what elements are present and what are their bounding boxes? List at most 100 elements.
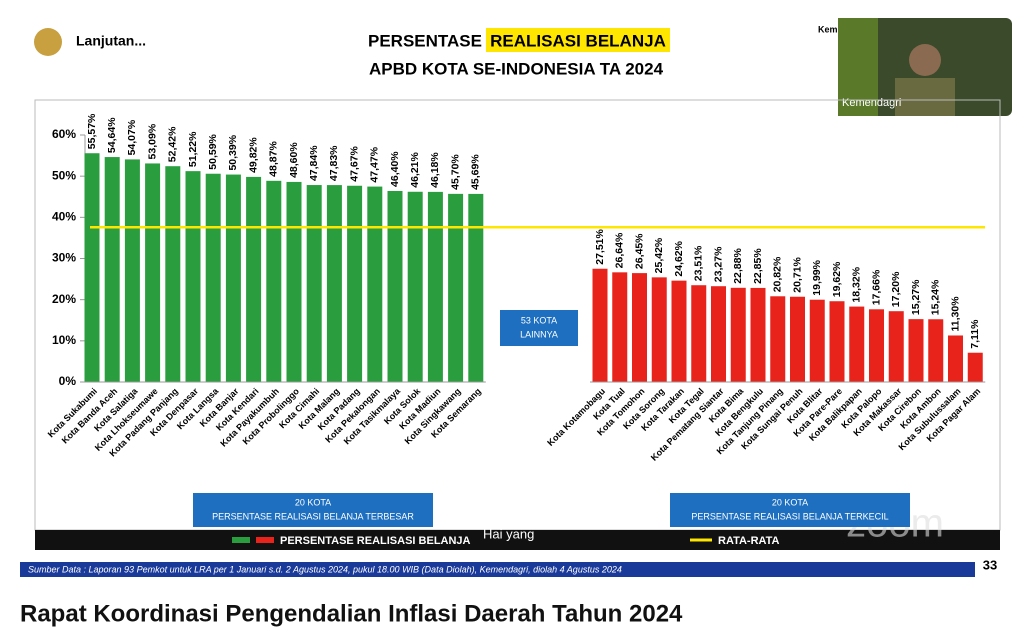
bar [612, 272, 628, 382]
value-label: 46,21% [409, 151, 421, 187]
bar [185, 171, 201, 382]
bar [691, 285, 707, 382]
title-highlight: REALISASI BELANJA [490, 31, 666, 50]
caption: Hai yang [483, 526, 534, 541]
value-label: 19,99% [811, 259, 823, 295]
title: PERSENTASE [368, 31, 482, 50]
value-label: 46,18% [429, 152, 441, 188]
value-label: 49,82% [247, 137, 259, 173]
bar [124, 159, 140, 382]
y-tick-label: 0% [59, 374, 77, 388]
source: Sumber Data : Laporan 93 Pemkot untuk LR… [28, 564, 622, 574]
value-label: 23,27% [712, 246, 724, 282]
value-label: 7,11% [969, 319, 981, 349]
y-tick-label: 60% [52, 127, 76, 141]
bar [829, 301, 845, 382]
bar [671, 280, 687, 382]
bar [468, 193, 484, 382]
value-label: 22,88% [732, 248, 744, 284]
value-label: 24,62% [673, 240, 685, 276]
source-bar [20, 562, 975, 577]
bar [367, 186, 383, 382]
bar [84, 153, 100, 382]
value-label: 27,51% [594, 228, 606, 264]
page-number: 33 [983, 557, 997, 572]
y-tick-label: 40% [52, 210, 76, 224]
note: Lanjutan... [76, 33, 146, 49]
legend-bar [35, 530, 1000, 550]
bar [869, 309, 884, 382]
value-label: 25,42% [653, 237, 665, 273]
bar [347, 185, 363, 382]
value-label: 45,69% [470, 154, 482, 190]
bar [246, 176, 262, 382]
group-label: PERSENTASE REALISASI BELANJA TERBESAR [212, 511, 414, 521]
y-tick-label: 50% [52, 168, 76, 182]
value-label: 47,47% [369, 146, 381, 182]
title-highlight-bg [486, 28, 670, 52]
bar [592, 268, 608, 382]
gap-box [500, 310, 578, 346]
bar [849, 306, 865, 382]
bar [809, 299, 825, 382]
bar [948, 335, 963, 382]
bar [326, 185, 342, 382]
speaker-body [895, 78, 955, 116]
bar [770, 296, 786, 382]
bar [104, 157, 120, 382]
value-label: 55,57% [86, 113, 98, 149]
group-box [670, 493, 910, 527]
bar [286, 181, 302, 382]
y-tick-label: 20% [52, 292, 76, 306]
bar [266, 180, 282, 382]
value-label: 50,39% [227, 134, 239, 170]
value-label: 52,42% [167, 126, 179, 162]
bar [790, 296, 805, 382]
value-label: 53,09% [146, 123, 158, 159]
value-label: 15,27% [910, 279, 922, 315]
value-label: 54,64% [106, 117, 118, 153]
bar [928, 319, 944, 382]
speaker-label: Kemendagri [842, 97, 901, 109]
legend-swatch [232, 537, 250, 543]
value-label: 22,85% [752, 248, 764, 284]
value-label: 20,71% [791, 256, 803, 292]
y-tick-label: 10% [52, 333, 76, 347]
value-label: 47,67% [348, 145, 360, 181]
value-label: 48,87% [268, 141, 280, 177]
bar [145, 163, 161, 382]
group-label: PERSENTASE REALISASI BELANJA TERKECIL [691, 511, 888, 521]
bar [448, 193, 464, 382]
value-label: 48,60% [288, 142, 300, 178]
group-label: 20 KOTA [772, 497, 808, 507]
bar [651, 277, 667, 382]
bar [387, 190, 403, 382]
value-label: 15,24% [930, 279, 942, 315]
bar [427, 191, 443, 382]
bar [888, 311, 904, 382]
value-label: 17,66% [870, 269, 882, 305]
value-label: 18,32% [851, 266, 863, 302]
value-label: 47,83% [328, 145, 340, 181]
value-label: 45,70% [449, 154, 461, 190]
bar [632, 273, 647, 382]
gap-label: LAINNYA [520, 329, 558, 339]
title-line2: APBD KOTA SE-INDONESIA TA 2024 [369, 59, 664, 78]
bar [205, 173, 221, 382]
group-box [193, 493, 433, 527]
legend-label: PERSENTASE REALISASI BELANJA [280, 535, 471, 547]
value-label: 19,62% [831, 261, 843, 297]
y-tick-label: 30% [52, 251, 76, 265]
bar [730, 287, 746, 382]
value-label: 51,22% [187, 131, 199, 167]
bar [306, 185, 322, 382]
value-label: 17,20% [890, 271, 902, 307]
value-label: 20,82% [772, 256, 784, 292]
group-label: 20 KOTA [295, 497, 331, 507]
emblem [34, 28, 62, 56]
bar [407, 191, 423, 382]
legend-swatch [256, 537, 274, 543]
bar [967, 352, 983, 382]
